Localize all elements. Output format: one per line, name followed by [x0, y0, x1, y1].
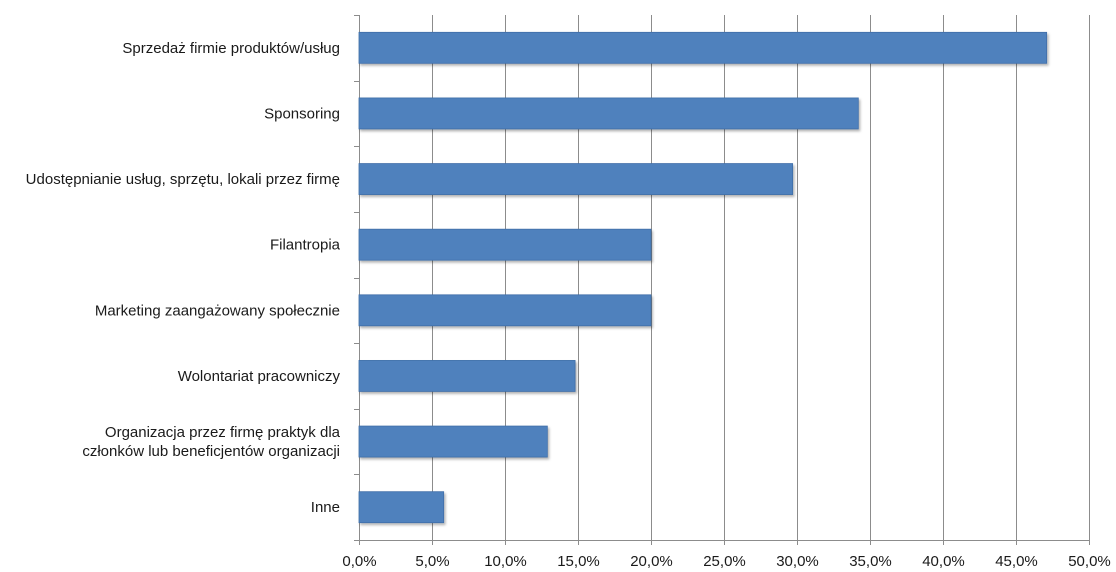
bar [358, 294, 652, 327]
bars [358, 31, 1048, 524]
category-labels: Sprzedaż firmie produktów/usług Sponsorin… [26, 40, 341, 516]
category-label: Udostępnianie usług, sprzętu, lokali prz… [26, 171, 340, 188]
category-label: Filantropia [270, 237, 341, 254]
x-tick-labels: 0,0% 5,0% 10,0% 15,0% 20,0% 25,0% 30,0% 35,0% 40… [342, 553, 1110, 570]
x-tick-label: 45,0% [995, 553, 1038, 570]
bar [358, 31, 1048, 64]
category-label: Inne [311, 499, 340, 516]
bar [358, 425, 548, 458]
x-tick-label: 50,0% [1068, 553, 1111, 570]
bar [358, 360, 576, 392]
x-tick-label: 25,0% [703, 553, 746, 570]
x-tick-label: 15,0% [557, 553, 600, 570]
x-tick-label: 5,0% [415, 553, 449, 570]
x-tick-label: 35,0% [849, 553, 892, 570]
category-label: Wolontariat pracowniczy [178, 368, 341, 385]
axes [354, 15, 1090, 545]
x-tick-label: 30,0% [776, 553, 819, 570]
category-label: Sponsoring [264, 105, 340, 122]
x-tick-label: 10,0% [484, 553, 527, 570]
bar [358, 228, 652, 261]
gridlines [432, 15, 1090, 540]
bar [358, 163, 794, 195]
category-label: Sprzedaż firmie produktów/usług [122, 40, 340, 57]
category-label: Marketing zaangażowany społecznie [95, 302, 340, 319]
category-label: Organizacja przez firmę praktyk dla [105, 424, 341, 441]
x-tick-label: 20,0% [630, 553, 673, 570]
x-tick-label: 0,0% [342, 553, 376, 570]
bar [358, 97, 859, 130]
x-tick-label: 40,0% [922, 553, 965, 570]
bar [358, 491, 445, 524]
category-label: członków lub beneficjentów organizacji [82, 443, 340, 460]
